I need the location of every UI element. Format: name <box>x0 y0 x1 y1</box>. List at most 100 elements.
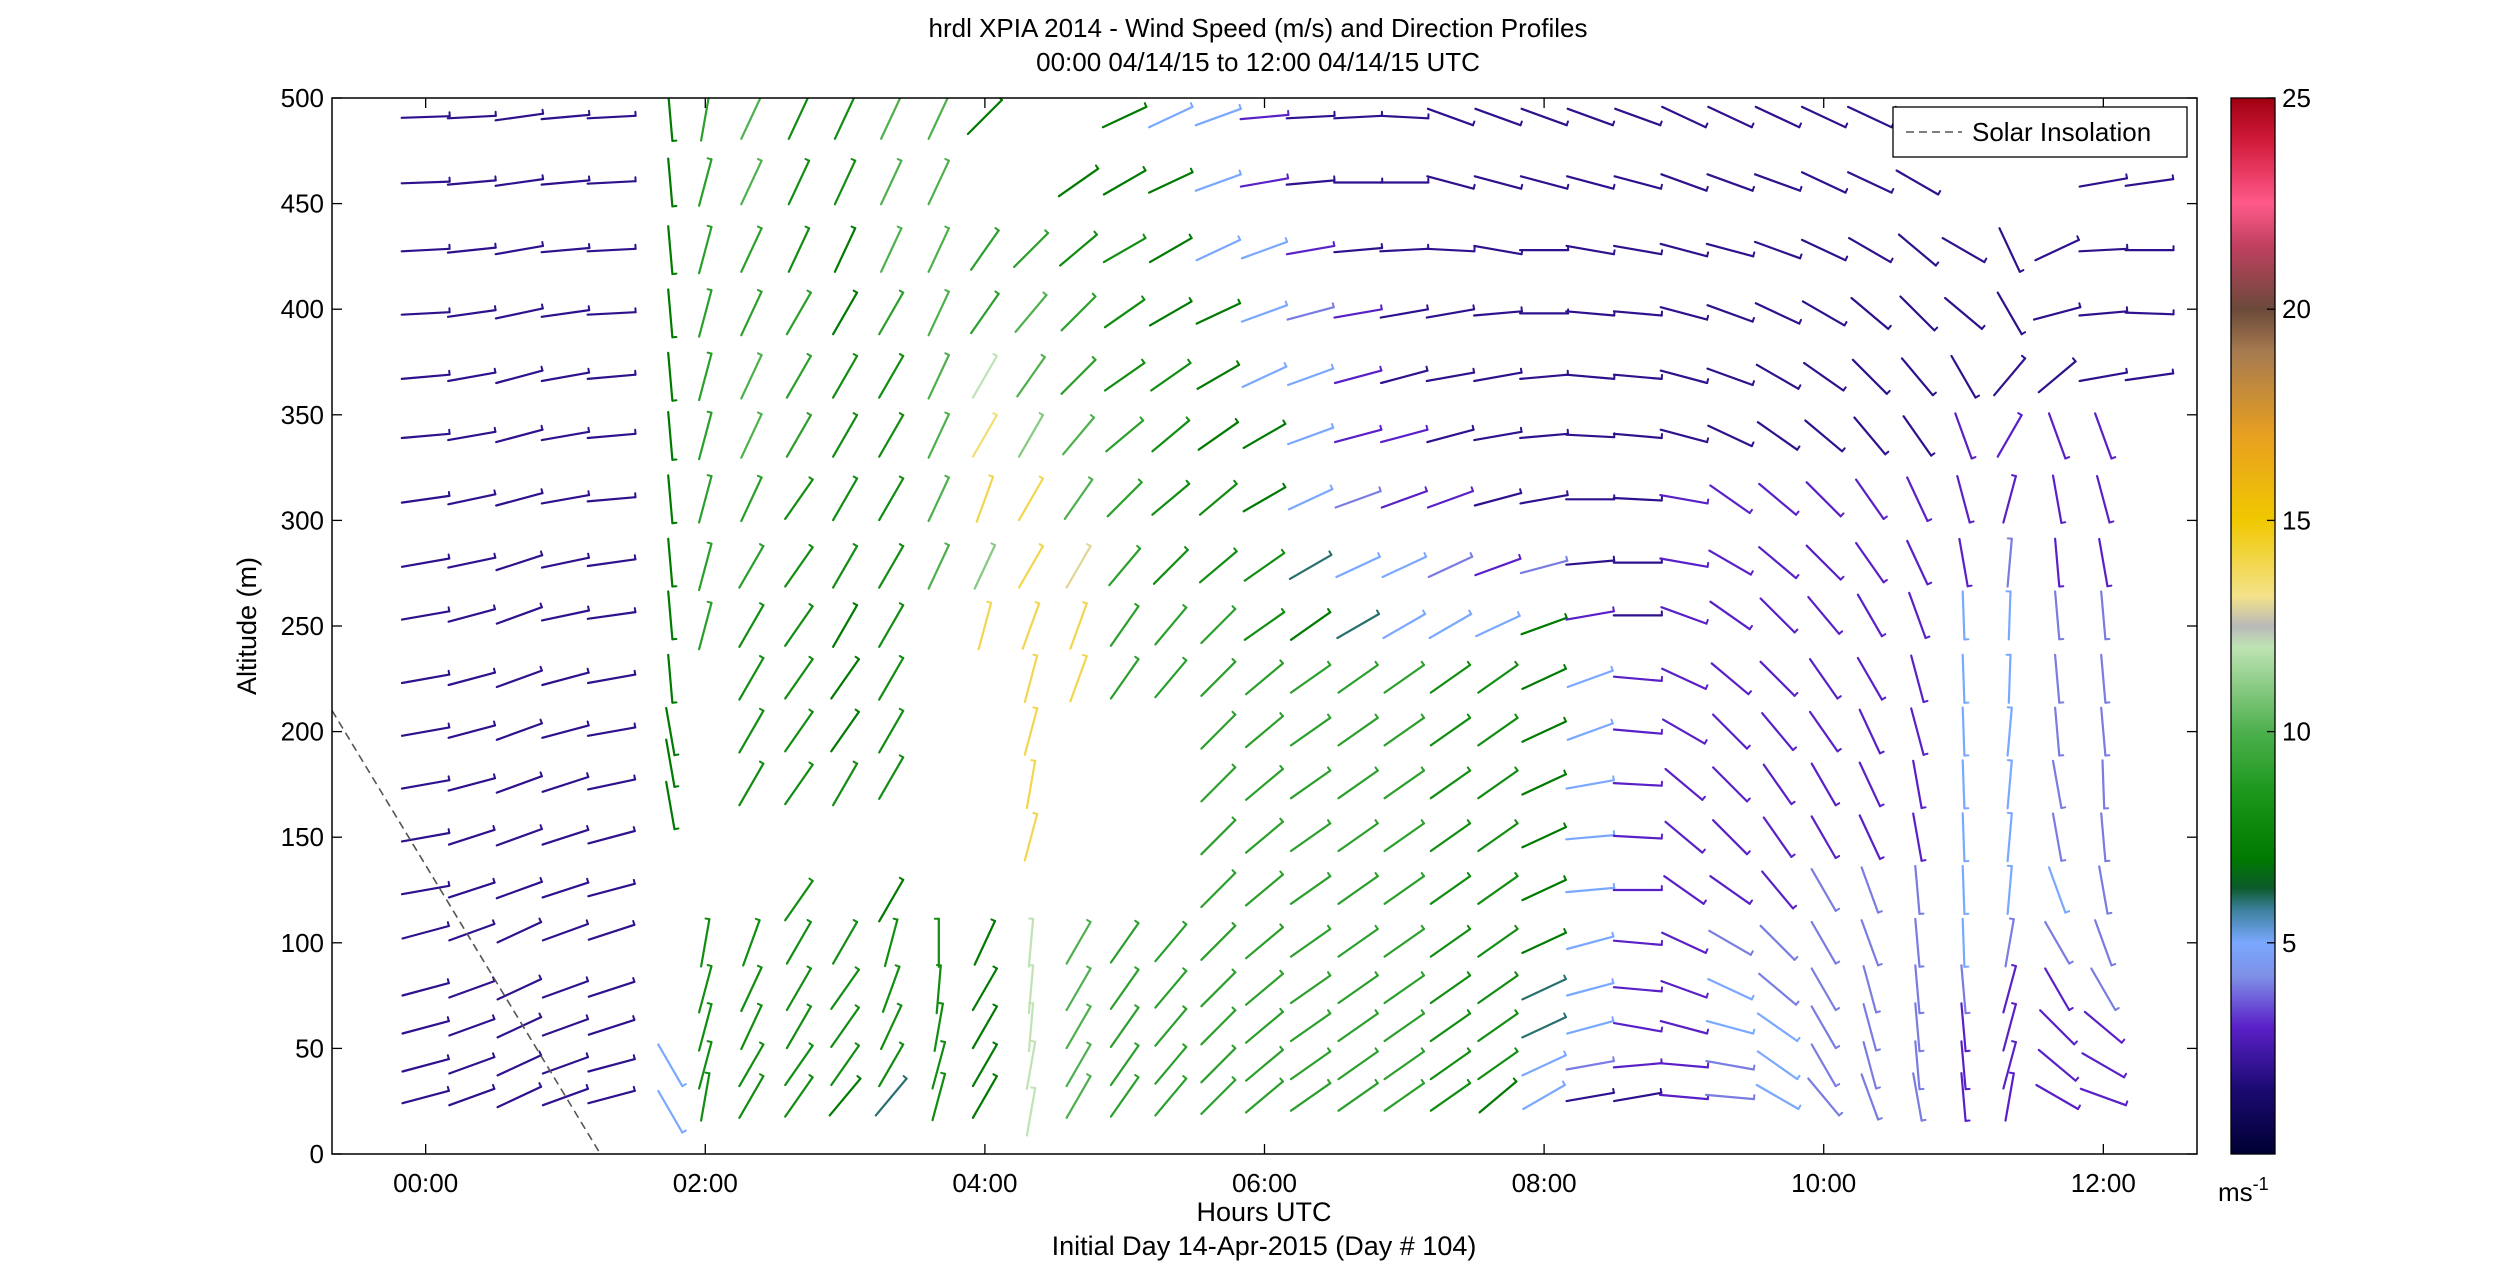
wind-barb-tick <box>852 475 859 480</box>
wind-barb <box>1762 816 1793 859</box>
wind-barb <box>831 477 859 522</box>
wind-barb-tick <box>587 305 591 312</box>
wind-barb <box>667 351 674 402</box>
wind-barb <box>495 722 544 741</box>
wind-barb <box>667 288 674 339</box>
wind-barb-tick <box>1466 1009 1472 1015</box>
wind-barb-tick <box>1182 1075 1188 1080</box>
wind-barb <box>448 1055 496 1075</box>
wind-barb-tick <box>808 476 814 481</box>
wind-barb-tick <box>1472 304 1476 311</box>
wind-barb-tick <box>1514 924 1519 930</box>
wind-barb-tick <box>1466 819 1472 825</box>
wind-barb <box>1429 875 1472 905</box>
wind-barb <box>2044 920 2071 965</box>
wind-barb-tick <box>1134 603 1140 608</box>
wind-barb-tick <box>1931 391 1937 397</box>
wind-barb-tick <box>1329 484 1334 491</box>
wind-barb-tick <box>808 655 814 661</box>
wind-barb-tick <box>1796 445 1801 451</box>
wind-barb <box>1244 972 1285 1006</box>
wind-barb-tick <box>1472 183 1476 190</box>
wind-barb-tick <box>1422 609 1427 615</box>
wind-barb <box>1612 781 1663 787</box>
wind-barb-tick <box>944 158 950 162</box>
wind-barb <box>2051 759 2063 810</box>
wind-barb <box>1956 475 1971 524</box>
wind-barb <box>540 113 591 121</box>
wind-barb <box>2098 537 2109 588</box>
wind-barb <box>1286 426 1335 446</box>
wind-barb-tick <box>1834 855 1841 859</box>
wind-barb <box>1426 175 1475 190</box>
wind-barb <box>1753 240 1802 260</box>
wind-barb-tick <box>632 1085 636 1092</box>
wind-barb <box>1659 1019 1709 1035</box>
wind-barb-tick <box>1563 928 1567 934</box>
wind-barb-tick <box>759 707 765 712</box>
wind-barb-tick <box>808 1074 814 1079</box>
wind-barb-tick <box>1889 257 1894 264</box>
wind-barb <box>1244 820 1285 854</box>
wind-barb <box>587 923 636 941</box>
wind-barb-tick <box>990 542 996 547</box>
wind-barb-tick <box>1611 1016 1615 1023</box>
wind-barb <box>1063 478 1094 521</box>
wind-barb <box>1914 1040 1921 1091</box>
y-axis: 0 50 100 150 200 250 300 350 400 450 500 <box>281 83 2197 1169</box>
wind-barb-tick <box>1796 1036 1801 1042</box>
wind-barb-tick <box>1182 1005 1188 1010</box>
wind-barb <box>1710 662 1750 696</box>
wind-barb <box>1198 550 1238 584</box>
wind-barb <box>1147 105 1194 129</box>
wind-barb-tick <box>1565 120 1569 127</box>
wind-barb <box>2044 967 2071 1012</box>
wind-barb <box>831 544 859 589</box>
wind-barb <box>1565 981 1615 997</box>
wind-barb <box>1912 759 1923 810</box>
wind-barb <box>1759 924 1796 961</box>
wind-barb-tick <box>1231 968 1237 974</box>
wind-barb <box>1200 660 1237 697</box>
wind-barb <box>667 157 674 208</box>
wind-barb <box>665 780 676 831</box>
wind-barb-tick <box>1189 102 1194 108</box>
wind-barb-tick <box>806 965 812 970</box>
wind-barb-tick <box>1611 931 1615 938</box>
wind-barb-tick <box>1420 660 1425 666</box>
wind-barb-tick <box>1834 1007 1841 1011</box>
wind-barb <box>1565 1091 1616 1103</box>
wind-barb-tick <box>852 543 859 548</box>
wind-barb-tick <box>633 722 637 729</box>
wind-barb <box>1914 964 1921 1015</box>
wind-barb <box>1289 663 1332 694</box>
wind-barb-tick <box>1612 775 1615 782</box>
wind-barb <box>784 763 814 806</box>
wind-barb <box>1860 1073 1880 1121</box>
wind-barb-tick <box>1934 261 1940 267</box>
wind-barb-tick <box>2106 584 2113 588</box>
wind-barb <box>400 726 451 737</box>
wind-barb <box>784 478 814 521</box>
wind-barb <box>784 546 814 588</box>
wind-barb <box>1761 712 1795 752</box>
wind-barb <box>496 1054 543 1077</box>
wind-barb-tick <box>446 1085 450 1092</box>
wind-barb <box>1565 433 1616 439</box>
wind-barb <box>1289 611 1332 641</box>
wind-barb <box>586 496 637 503</box>
wind-barb-tick <box>1379 424 1383 431</box>
wind-barb-tick <box>1797 384 1802 390</box>
wind-barb-tick <box>896 1002 903 1007</box>
wind-barb <box>1862 964 1878 1014</box>
wind-barb <box>1060 358 1097 395</box>
wind-barb-tick <box>539 877 543 883</box>
wind-barb-tick <box>1376 609 1380 615</box>
wind-barb-tick <box>1466 971 1472 977</box>
wind-barb-tick <box>994 227 1000 232</box>
wind-barb-tick <box>1706 437 1710 444</box>
wind-barb-tick <box>1279 659 1284 665</box>
wind-barb <box>1065 967 1092 1012</box>
wind-barb-tick <box>1374 660 1379 666</box>
